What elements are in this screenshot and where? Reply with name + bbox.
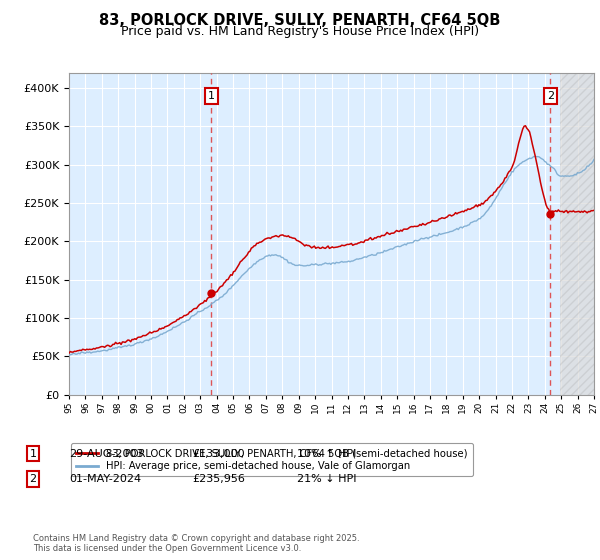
Text: £133,000: £133,000 <box>192 449 245 459</box>
Text: 83, PORLOCK DRIVE, SULLY, PENARTH, CF64 5QB: 83, PORLOCK DRIVE, SULLY, PENARTH, CF64 … <box>100 13 500 28</box>
Text: Price paid vs. HM Land Registry's House Price Index (HPI): Price paid vs. HM Land Registry's House … <box>121 25 479 38</box>
Bar <box>560 73 594 395</box>
Bar <box>560 73 594 395</box>
Text: Contains HM Land Registry data © Crown copyright and database right 2025.
This d: Contains HM Land Registry data © Crown c… <box>33 534 359 553</box>
Text: £235,956: £235,956 <box>192 474 245 484</box>
Text: 1: 1 <box>208 91 215 101</box>
Text: 29-AUG-2003: 29-AUG-2003 <box>69 449 143 459</box>
Text: 10% ↑ HPI: 10% ↑ HPI <box>297 449 356 459</box>
Text: 2: 2 <box>547 91 554 101</box>
Text: 1: 1 <box>29 449 37 459</box>
Legend: 83, PORLOCK DRIVE, SULLY, PENARTH, CF64 5QB (semi-detached house), HPI: Average : 83, PORLOCK DRIVE, SULLY, PENARTH, CF64 … <box>71 444 473 476</box>
Text: 21% ↓ HPI: 21% ↓ HPI <box>297 474 356 484</box>
Text: 01-MAY-2024: 01-MAY-2024 <box>69 474 141 484</box>
Text: 2: 2 <box>29 474 37 484</box>
